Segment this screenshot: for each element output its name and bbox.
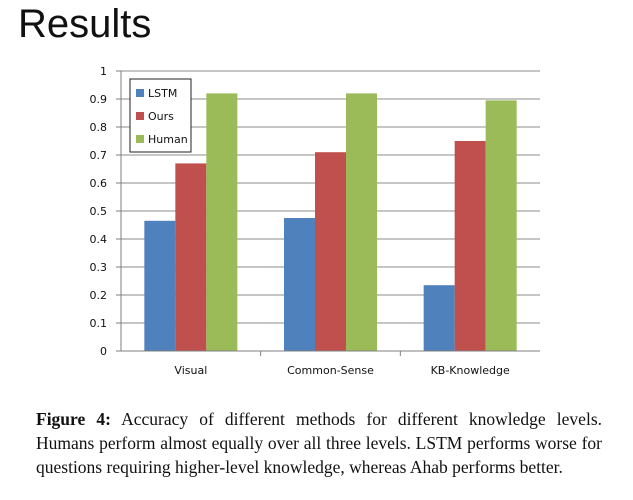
y-tick-label: 0.4 [90, 233, 108, 246]
bar-ours-visual [175, 163, 207, 351]
legend-swatch-ours [136, 112, 144, 120]
bar-lstm-kb-knowledge [423, 285, 455, 351]
y-axis-ticks: 0 0.1 0.2 0.3 0.4 0.5 0.6 0.7 0.8 0.9 1 [90, 65, 108, 358]
caption-text: Accuracy of different methods for differ… [36, 409, 602, 477]
bar-human-visual [206, 93, 238, 352]
x-category-label: KB-Knowledge [431, 364, 510, 377]
bar-lstm-visual [144, 220, 176, 351]
x-category-label: Visual [174, 364, 207, 377]
bars [144, 93, 517, 352]
y-tick-label: 0.9 [90, 93, 108, 106]
y-tick-label: 0.2 [90, 289, 108, 302]
x-axis-categories: Visual Common-Sense KB-Knowledge [174, 364, 510, 377]
x-category-label: Common-Sense [287, 364, 374, 377]
legend: LSTM Ours Human [129, 78, 192, 153]
y-tick-label: 1 [100, 65, 107, 78]
figure-caption: Figure 4: Accuracy of different methods … [36, 407, 602, 479]
caption-label: Figure 4: [36, 409, 111, 429]
legend-label-ours: Ours [148, 110, 174, 123]
axes [116, 70, 540, 356]
y-tick-label: 0.6 [90, 177, 108, 190]
y-tick-label: 0.5 [90, 205, 108, 218]
y-tick-label: 0.1 [90, 317, 108, 330]
bar-lstm-common-sense [284, 218, 315, 351]
y-tick-label: 0 [100, 345, 107, 358]
y-tick-label: 0.3 [90, 261, 108, 274]
bar-ours-kb-knowledge [454, 141, 486, 351]
legend-label-human: Human [148, 133, 188, 146]
y-tick-label: 0.7 [90, 149, 108, 162]
bar-human-common-sense [346, 93, 377, 352]
y-tick-label: 0.8 [90, 121, 108, 134]
bar-ours-common-sense [315, 152, 346, 351]
bar-chart: 0 0.1 0.2 0.3 0.4 0.5 0.6 0.7 0.8 0.9 1 Visual Comm… [90, 65, 540, 377]
page-title: Results [18, 2, 152, 46]
bar-human-kb-knowledge [485, 100, 517, 352]
legend-swatch-lstm [136, 89, 144, 97]
legend-swatch-human [136, 135, 144, 143]
legend-label-lstm: LSTM [148, 87, 177, 100]
